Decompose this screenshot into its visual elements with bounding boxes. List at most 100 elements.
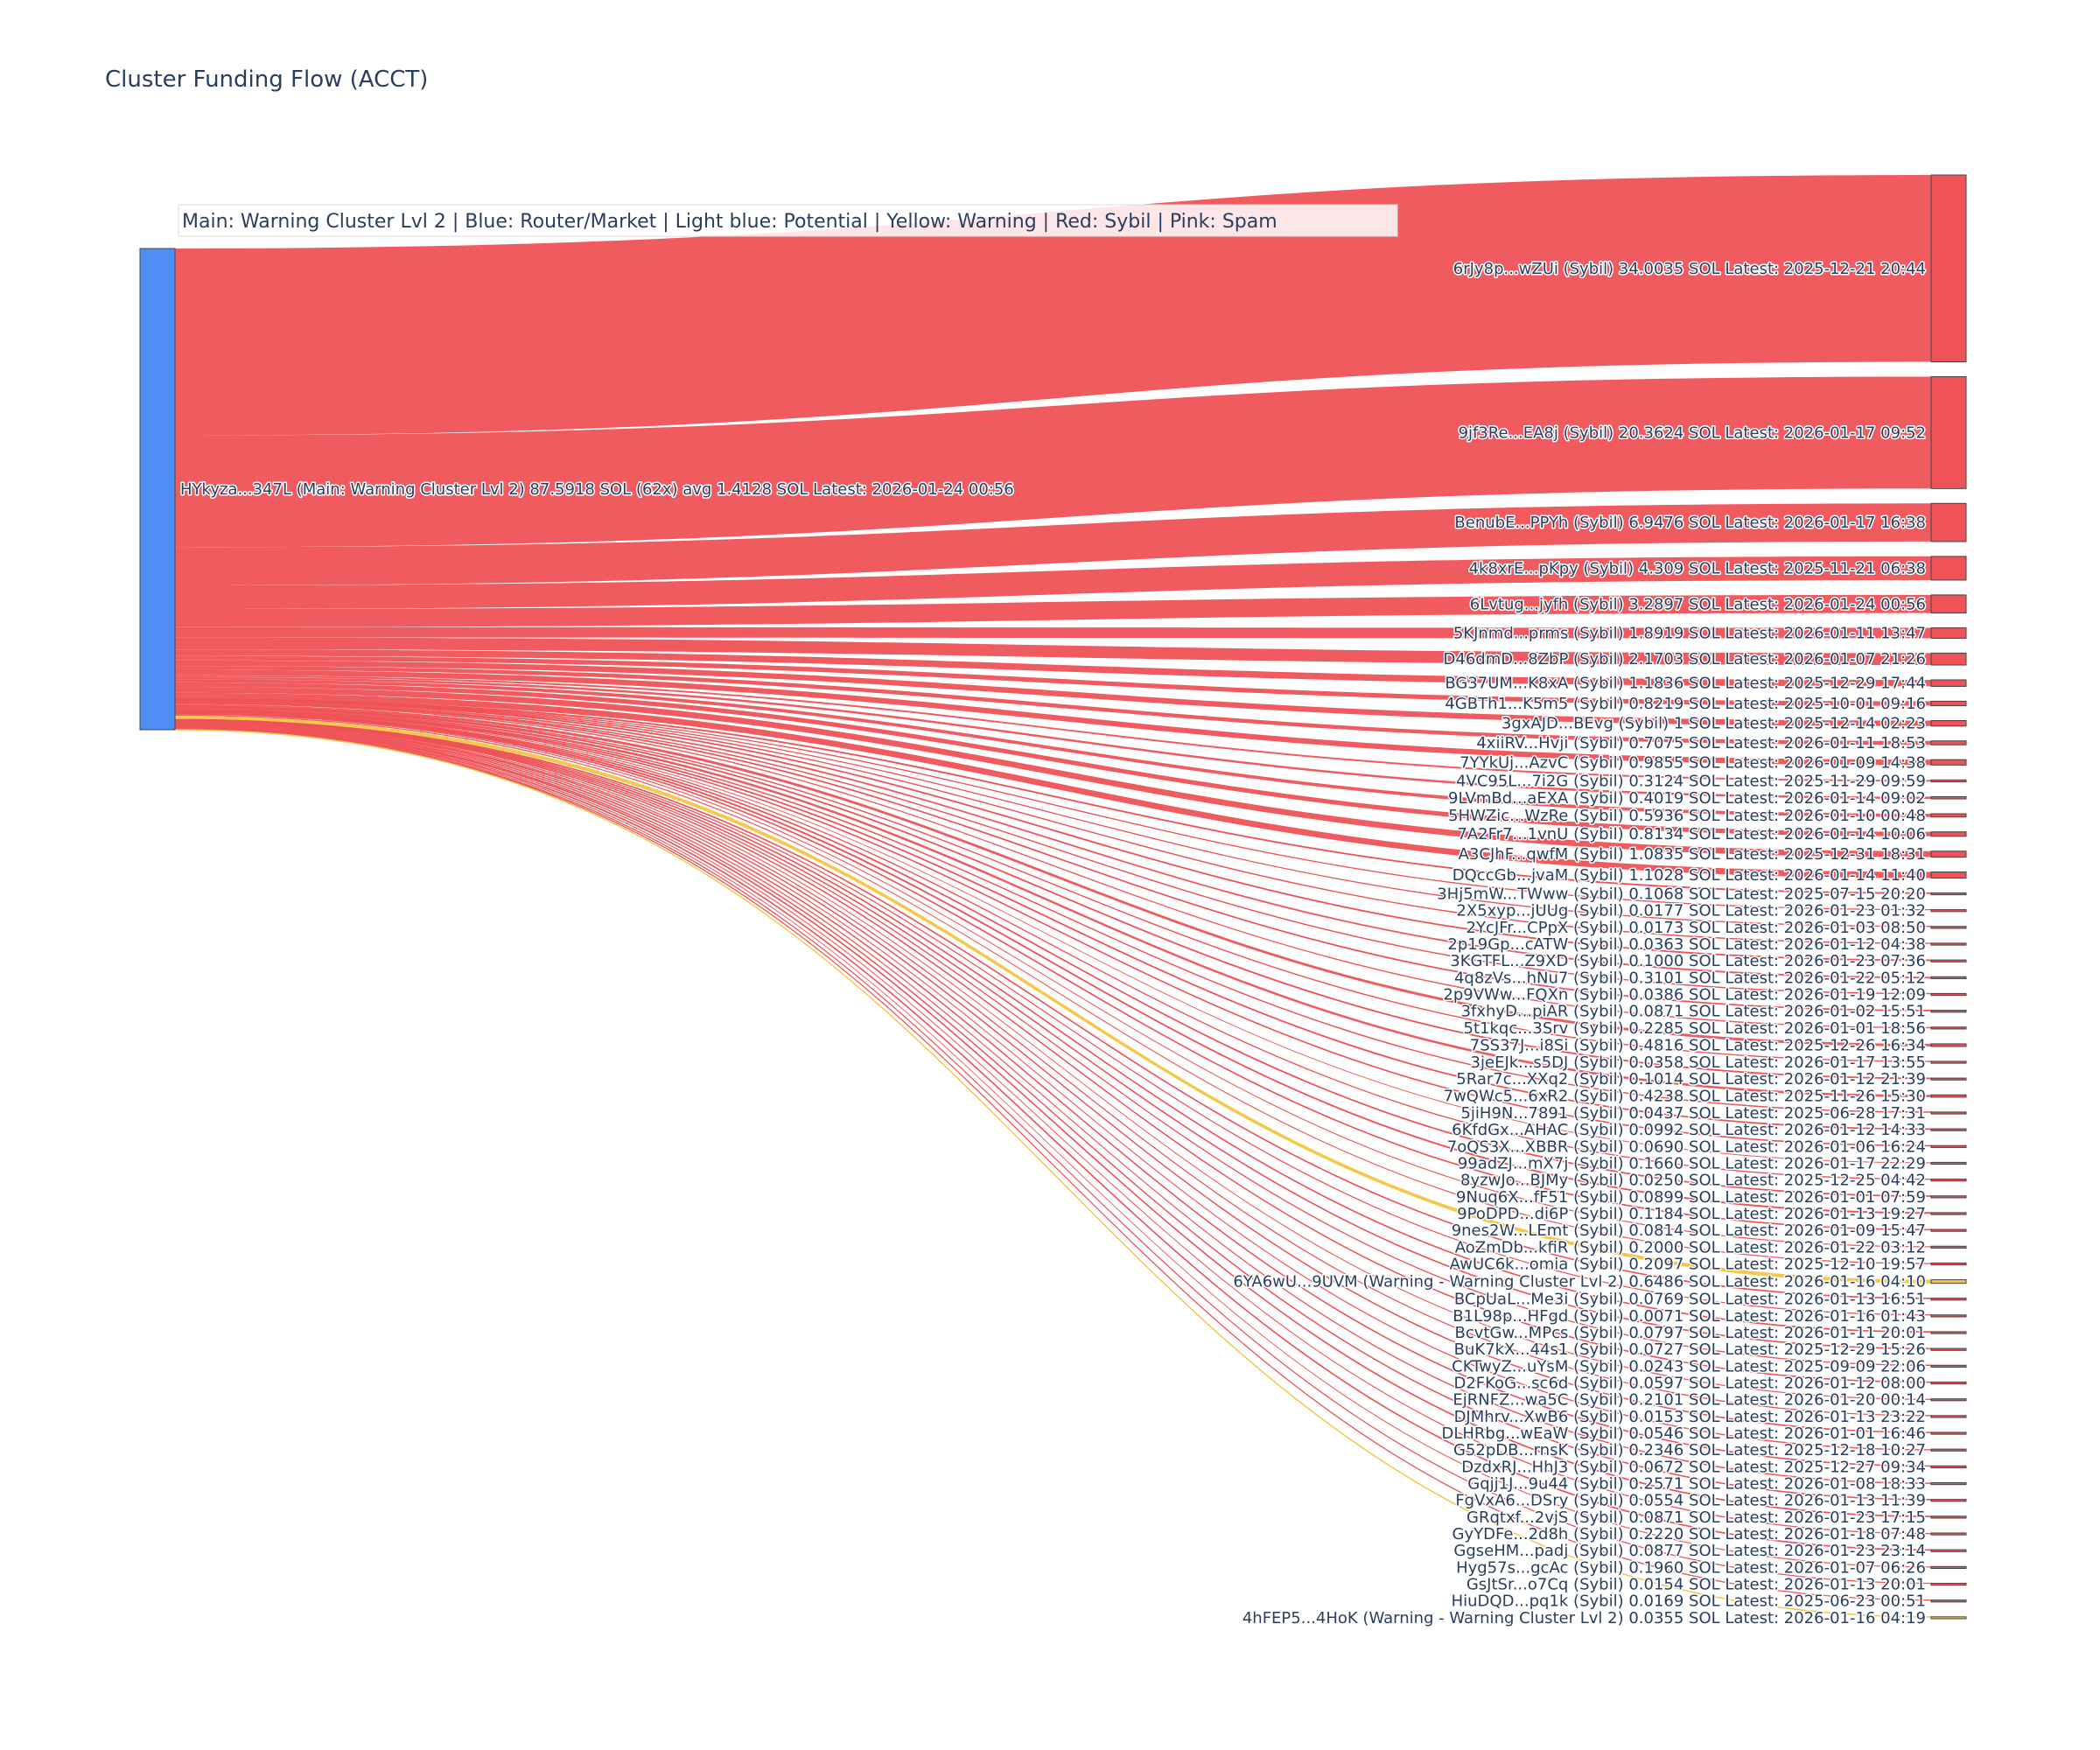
target-node[interactable] xyxy=(1930,740,1967,746)
target-node[interactable] xyxy=(1930,1314,1967,1318)
target-node[interactable] xyxy=(1930,909,1967,913)
flow-link[interactable] xyxy=(175,660,1931,726)
flow-link[interactable] xyxy=(175,687,1931,858)
target-node[interactable] xyxy=(1930,627,1967,639)
target-node[interactable] xyxy=(1930,1364,1967,1368)
target-node[interactable] xyxy=(1930,1043,1967,1047)
flow-link[interactable] xyxy=(175,724,1931,1485)
target-node[interactable] xyxy=(1930,1195,1967,1199)
target-node[interactable] xyxy=(1930,992,1967,997)
flow-link[interactable] xyxy=(175,594,1931,627)
target-node[interactable] xyxy=(1930,1298,1967,1301)
target-node[interactable] xyxy=(1930,1144,1967,1148)
target-node[interactable] xyxy=(1930,174,1967,363)
flow-link[interactable] xyxy=(175,714,1931,1264)
target-node[interactable] xyxy=(1930,959,1967,962)
target-node[interactable] xyxy=(1930,850,1967,858)
target-node[interactable] xyxy=(1930,1179,1967,1182)
target-node[interactable] xyxy=(1930,1448,1967,1452)
target-node[interactable] xyxy=(1930,942,1967,946)
target-node[interactable] xyxy=(1930,1465,1967,1468)
target-node[interactable] xyxy=(1930,1499,1967,1502)
flow-link[interactable] xyxy=(175,703,1931,1029)
target-node[interactable] xyxy=(1930,594,1967,614)
target-node[interactable] xyxy=(1930,679,1967,687)
target-node[interactable] xyxy=(1930,1432,1967,1435)
target-node[interactable] xyxy=(1930,1262,1967,1266)
flow-link[interactable] xyxy=(175,626,1931,639)
target-node[interactable] xyxy=(1930,1010,1967,1013)
target-node[interactable] xyxy=(1930,1245,1967,1249)
target-node[interactable] xyxy=(1930,652,1967,666)
flow-link[interactable] xyxy=(175,722,1931,1451)
target-node[interactable] xyxy=(1930,1549,1967,1552)
target-node-label: BG37UM...K8xA (Sybil) 1.1836 SOL Latest:… xyxy=(1445,675,1926,693)
target-node[interactable] xyxy=(1930,759,1967,766)
flow-link[interactable] xyxy=(175,707,1931,1097)
target-node[interactable] xyxy=(1930,779,1967,783)
flow-link[interactable] xyxy=(175,666,1931,746)
target-node[interactable] xyxy=(1930,1212,1967,1215)
target-node[interactable] xyxy=(1930,1415,1967,1418)
flow-link[interactable] xyxy=(175,675,1931,782)
target-node-label: 8yzwJo...BJMy (Sybil) 0.0250 SOL Latest:… xyxy=(1460,1172,1926,1190)
target-node[interactable] xyxy=(1930,1128,1967,1131)
target-node[interactable] xyxy=(1930,831,1967,837)
target-node[interactable] xyxy=(1930,502,1967,542)
target-node[interactable] xyxy=(1930,1060,1967,1064)
target-node[interactable] xyxy=(1930,1026,1967,1030)
target-node[interactable] xyxy=(1930,1616,1967,1620)
flow-link[interactable] xyxy=(175,692,1931,878)
target-node[interactable] xyxy=(1930,1532,1967,1536)
target-node[interactable] xyxy=(1930,1228,1967,1232)
target-node[interactable] xyxy=(1930,926,1967,929)
source-node[interactable] xyxy=(139,248,176,731)
target-node[interactable] xyxy=(1930,1111,1967,1115)
target-node-label: BenubE...PPYh (Sybil) 6.9476 SOL Latest:… xyxy=(1454,514,1926,532)
flow-link[interactable] xyxy=(175,721,1931,1400)
flow-link[interactable] xyxy=(175,679,1931,817)
target-node[interactable] xyxy=(1930,1077,1967,1081)
target-node[interactable] xyxy=(1930,1331,1967,1334)
target-node[interactable] xyxy=(1930,1516,1967,1519)
target-node[interactable] xyxy=(1930,1381,1967,1385)
target-node[interactable] xyxy=(1930,375,1967,489)
flow-link[interactable] xyxy=(175,682,1931,836)
target-node[interactable] xyxy=(1930,1279,1967,1284)
target-node[interactable] xyxy=(1930,1161,1967,1166)
target-node[interactable] xyxy=(1930,892,1967,896)
target-node-label: BuK7kX...44s1 (Sybil) 0.0727 SOL Latest:… xyxy=(1454,1340,1926,1359)
target-node[interactable] xyxy=(1930,720,1967,727)
target-node[interactable] xyxy=(1930,700,1967,707)
flow-link[interactable] xyxy=(175,669,1931,766)
flow-link[interactable] xyxy=(175,503,1931,585)
flow-link[interactable] xyxy=(175,556,1931,610)
target-node[interactable] xyxy=(1930,796,1967,800)
flow-link[interactable] xyxy=(175,726,1931,1535)
target-node[interactable] xyxy=(1930,1481,1967,1486)
target-node[interactable] xyxy=(1930,1398,1967,1402)
flow-link[interactable] xyxy=(175,704,1931,1046)
flow-link[interactable] xyxy=(175,649,1931,687)
flow-link[interactable] xyxy=(175,713,1931,1248)
target-node[interactable] xyxy=(1930,1600,1967,1603)
flow-link[interactable] xyxy=(175,376,1931,548)
flow-link[interactable] xyxy=(175,655,1931,706)
target-node[interactable] xyxy=(1930,813,1967,818)
target-node[interactable] xyxy=(1930,976,1967,979)
flow-link[interactable] xyxy=(175,637,1931,666)
flow-link[interactable] xyxy=(175,676,1931,800)
target-node[interactable] xyxy=(1930,556,1967,581)
target-node[interactable] xyxy=(1930,1582,1967,1586)
target-node[interactable] xyxy=(1930,872,1967,878)
target-node[interactable] xyxy=(1930,1348,1967,1351)
target-node[interactable] xyxy=(1930,1094,1967,1098)
flow-link[interactable] xyxy=(175,710,1931,1164)
flow-link[interactable] xyxy=(175,716,1931,1284)
target-node[interactable] xyxy=(1930,1565,1967,1569)
flow-link[interactable] xyxy=(175,700,1931,979)
target-node-label: 2p9VWw...FQXn (Sybil) 0.0386 SOL Latest:… xyxy=(1443,986,1926,1004)
target-node-label: D2FKoG...sc6d (Sybil) 0.0597 SOL Latest:… xyxy=(1453,1375,1926,1393)
flow-link[interactable] xyxy=(175,175,1931,436)
flow-link[interactable] xyxy=(175,728,1931,1568)
